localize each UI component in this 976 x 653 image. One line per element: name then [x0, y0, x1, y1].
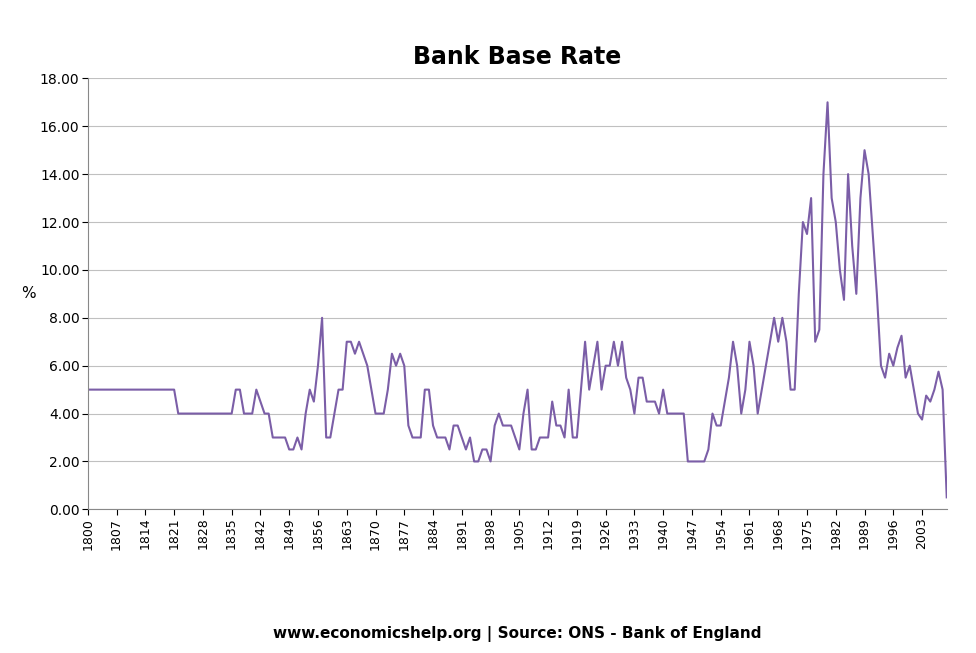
Bank Rate — [822, 99, 834, 106]
Bank Rate — [82, 386, 94, 394]
X-axis label: www.economicshelp.org | Source: ONS - Bank of England: www.economicshelp.org | Source: ONS - Ba… — [273, 626, 761, 642]
Bank Rate — [801, 230, 813, 238]
Line: Bank Rate: Bank Rate — [88, 103, 947, 498]
Y-axis label: %: % — [21, 287, 36, 301]
Bank Rate — [941, 494, 953, 502]
Bank Rate — [263, 409, 274, 417]
Bank Rate — [509, 434, 521, 441]
Bank Rate — [90, 386, 102, 394]
Bank Rate — [489, 422, 501, 430]
Title: Bank Base Rate: Bank Base Rate — [413, 46, 622, 69]
Bank Rate — [855, 194, 867, 202]
